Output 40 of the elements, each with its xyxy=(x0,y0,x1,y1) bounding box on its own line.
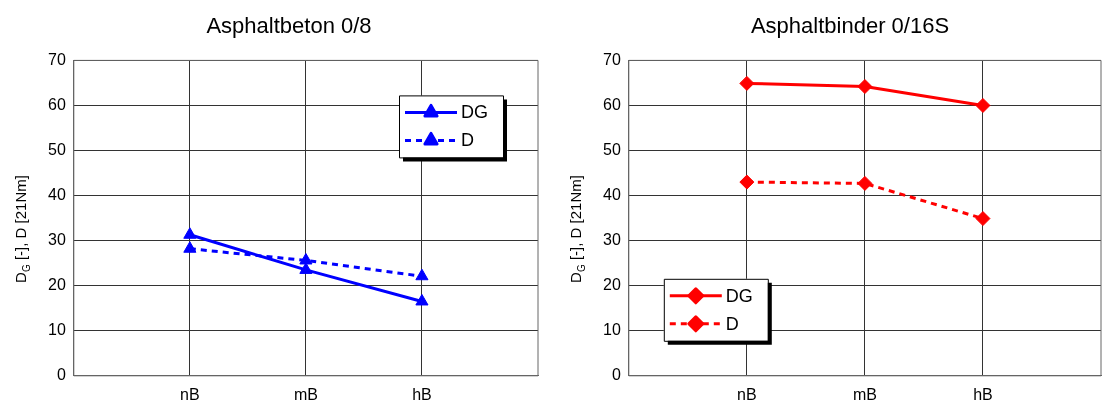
point xyxy=(857,175,873,191)
point xyxy=(739,174,755,190)
y-tick-label: 20 xyxy=(48,276,66,294)
point xyxy=(415,293,429,306)
point xyxy=(975,97,991,113)
x-tick-label: hB xyxy=(412,385,432,403)
point xyxy=(857,79,873,95)
point xyxy=(415,268,429,281)
y-tick-label: 0 xyxy=(56,366,66,384)
chart-title: Asphaltbeton 0/8 xyxy=(206,13,372,39)
chart-title: Asphaltbinder 0/16S xyxy=(750,13,950,39)
x-tick-label: nB xyxy=(737,385,757,403)
y-tick-label: 30 xyxy=(603,231,621,249)
point xyxy=(299,252,313,265)
y-tick-label: 50 xyxy=(48,140,66,158)
y-tick-label: 40 xyxy=(603,185,621,203)
x-tick-label: mB xyxy=(852,385,877,403)
x-tick-label: nB xyxy=(180,385,200,403)
legend-label: D xyxy=(461,130,474,151)
y-tick-label: 40 xyxy=(48,185,66,203)
y-tick-label: 60 xyxy=(603,95,621,113)
y-tick-label: 70 xyxy=(603,50,621,68)
point xyxy=(739,75,755,91)
legend-label: DG xyxy=(725,285,753,306)
x-tick-label: hB xyxy=(973,385,993,403)
legend-label: D xyxy=(725,313,739,334)
x-tick-label: mB xyxy=(293,385,318,403)
y-tick-label: 10 xyxy=(603,321,621,339)
y-tick-label: 60 xyxy=(48,95,66,113)
y-tick-label: 30 xyxy=(48,231,66,249)
point xyxy=(975,211,991,227)
legend-label: DG xyxy=(461,102,488,123)
point xyxy=(299,262,313,274)
y-tick-label: 20 xyxy=(603,276,621,294)
point xyxy=(183,241,197,253)
y-tick-label: 0 xyxy=(611,366,621,384)
y-tick-label: 70 xyxy=(48,50,66,68)
point xyxy=(183,227,197,239)
y-tick-label: 50 xyxy=(603,140,621,158)
y-tick-label: 10 xyxy=(48,321,66,339)
